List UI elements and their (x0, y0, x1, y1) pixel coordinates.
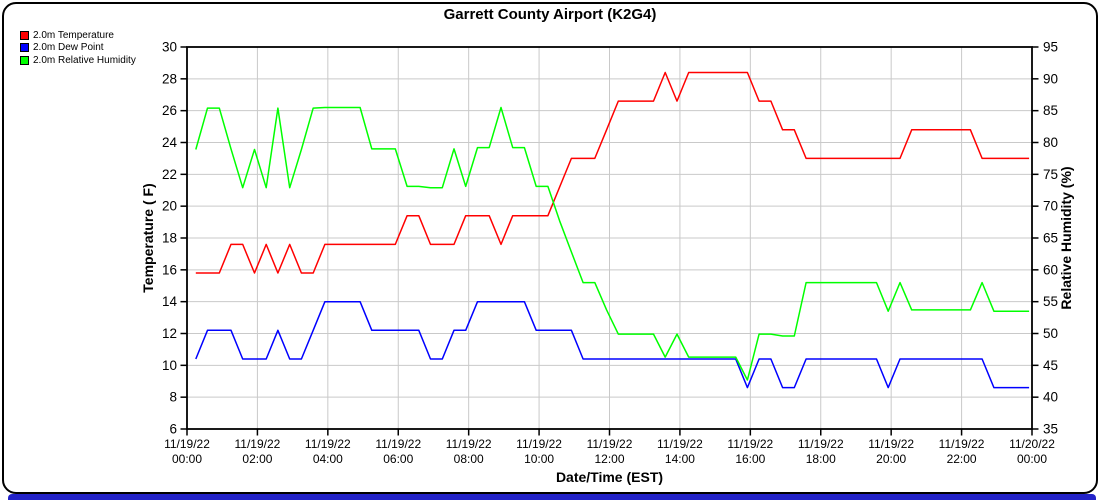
axis-text: 65 (1043, 231, 1058, 246)
axis-text: 02:00 (242, 452, 272, 466)
axis-text: 20:00 (876, 452, 906, 466)
chart-title: Garrett County Airport (K2G4) (443, 6, 657, 23)
axis-text: 80 (1043, 135, 1058, 150)
axis-text: 22 (162, 167, 177, 182)
axis-text: 06:00 (383, 452, 413, 466)
legend-label-dew-point: 2.0m Dew Point (33, 42, 104, 54)
axis-text: 10:00 (524, 452, 554, 466)
legend-label-humidity: 2.0m Relative Humidity (33, 54, 136, 66)
axis-text: 35 (1043, 422, 1058, 437)
axis-text: 70 (1043, 199, 1058, 214)
legend-label-temperature: 2.0m Temperature (33, 29, 114, 41)
humidity-swatch-icon (20, 55, 29, 65)
axis-text: 22:00 (947, 452, 977, 466)
axis-text: 50 (1043, 326, 1058, 341)
axis-text: 8 (169, 390, 177, 405)
axis-text: 14:00 (665, 452, 695, 466)
axis-text: 11/19/22 (375, 437, 421, 451)
axis-text: 11/19/22 (587, 437, 633, 451)
axis-text: 11/19/22 (868, 437, 914, 451)
axis-text: 10 (162, 358, 177, 373)
axis-text: 40 (1043, 390, 1058, 405)
axis-text: 55 (1043, 294, 1058, 309)
axis-text: 11/19/22 (446, 437, 492, 451)
axis-text: 28 (162, 71, 177, 86)
window-bottom-edge (8, 494, 1096, 500)
axis-text: 85 (1043, 103, 1058, 118)
axis-text: 45 (1043, 358, 1058, 373)
axis-text: 00:00 (1017, 452, 1047, 466)
axis-text: 00:00 (172, 452, 202, 466)
axis-text: 26 (162, 103, 177, 118)
axis-text: Date/Time (EST) (556, 469, 663, 485)
series--m-dew-point (195, 300, 1030, 389)
axis-text: 11/19/22 (235, 437, 281, 451)
axis-text: 14 (162, 294, 178, 309)
axis-text: Relative Humidity (%) (1058, 166, 1074, 309)
axis-text: 30 (162, 40, 177, 55)
axis-text: 24 (162, 135, 178, 150)
axis-text: 16:00 (735, 452, 765, 466)
axis-text: 11/19/22 (657, 437, 703, 451)
axis-text: 75 (1043, 167, 1058, 182)
legend: 2.0m Temperature 2.0m Dew Point 2.0m Rel… (20, 29, 136, 67)
axis-text: 12 (162, 326, 177, 341)
axis-text: 60 (1043, 262, 1058, 277)
series--m-temperature (195, 71, 1030, 274)
axis-text: 11/19/22 (939, 437, 985, 451)
axis-text: 11/19/22 (516, 437, 562, 451)
axis-text: 90 (1043, 71, 1058, 86)
axis-text: 6 (169, 422, 177, 437)
axis-text: 18:00 (806, 452, 836, 466)
axis-text: 11/19/22 (164, 437, 210, 451)
axis-text: 11/20/22 (1009, 437, 1055, 451)
axis-text: 95 (1043, 40, 1058, 55)
legend-item-dew-point: 2.0m Dew Point (20, 42, 136, 55)
axis-text: 08:00 (454, 452, 484, 466)
axis-text: 11/19/22 (305, 437, 351, 451)
axis-text: 20 (162, 199, 177, 214)
dew-point-swatch-icon (20, 43, 29, 53)
series--m-relative-humidity (195, 106, 1030, 381)
legend-item-humidity: 2.0m Relative Humidity (20, 54, 136, 67)
axis-text: Temperature ( F) (140, 183, 156, 292)
axis-text: 11/19/22 (727, 437, 773, 451)
axis-text: 04:00 (313, 452, 343, 466)
legend-item-temperature: 2.0m Temperature (20, 29, 136, 42)
axis-text: 11/19/22 (798, 437, 844, 451)
temperature-swatch-icon (20, 30, 29, 40)
axis-text: 16 (162, 262, 177, 277)
axis-text: 12:00 (594, 452, 624, 466)
axis-text: 18 (162, 231, 177, 246)
